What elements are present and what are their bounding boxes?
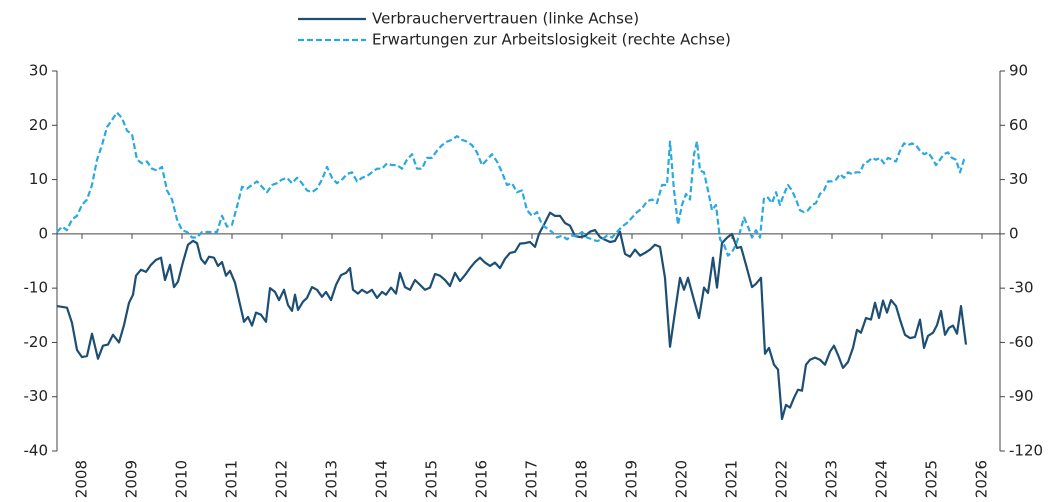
y2-tick-label: -30: [1009, 279, 1034, 297]
legend-label: Verbrauchervertrauen (linke Achse): [372, 10, 639, 28]
x-tick-label: 2016: [473, 460, 491, 498]
x-tick-label: 2010: [173, 460, 191, 498]
x-tick-label: 2024: [873, 460, 891, 498]
series-line: [56, 111, 967, 257]
x-tick-label: 2019: [623, 460, 641, 498]
x-tick-label: 2018: [573, 460, 591, 498]
x-tick-label: 2025: [923, 460, 941, 498]
x-tick-label: 2013: [323, 460, 341, 498]
x-tick-label: 2011: [223, 460, 241, 498]
x-tick-label: 2021: [723, 460, 741, 498]
x-tick-label: 2008: [73, 460, 91, 498]
x-tick-label: 2026: [973, 460, 991, 498]
y2-tick-label: 0: [1009, 224, 1019, 242]
legend-label: Erwartungen zur Arbeitslosigkeit (rechte…: [372, 31, 731, 49]
x-tick-label: 2022: [773, 460, 791, 498]
y2-tick-label: -60: [1009, 333, 1034, 351]
y-tick-label: -10: [24, 279, 49, 297]
y2-tick-label: -120: [1009, 442, 1043, 460]
y-tick-label: -20: [24, 333, 49, 351]
y2-tick-label: 60: [1009, 116, 1028, 134]
y-tick-label: -30: [24, 387, 49, 405]
y-tick-label: 30: [29, 62, 48, 80]
y-tick-label: 20: [29, 116, 48, 134]
y2-tick-label: 90: [1009, 62, 1028, 80]
x-tick-label: 2009: [123, 460, 141, 498]
y2-tick-label: 30: [1009, 170, 1028, 188]
y-tick-label: 0: [38, 224, 48, 242]
series-line: [56, 211, 968, 421]
x-tick-label: 2014: [373, 460, 391, 498]
x-tick-label: 2023: [823, 460, 841, 498]
x-tick-label: 2020: [673, 460, 691, 498]
x-tick-label: 2015: [423, 460, 441, 498]
x-tick-label: 2017: [523, 460, 541, 498]
y-tick-label: -40: [24, 442, 49, 460]
x-tick-label: 2012: [273, 460, 291, 498]
y2-tick-label: -90: [1009, 387, 1034, 405]
y-tick-label: 10: [29, 170, 48, 188]
